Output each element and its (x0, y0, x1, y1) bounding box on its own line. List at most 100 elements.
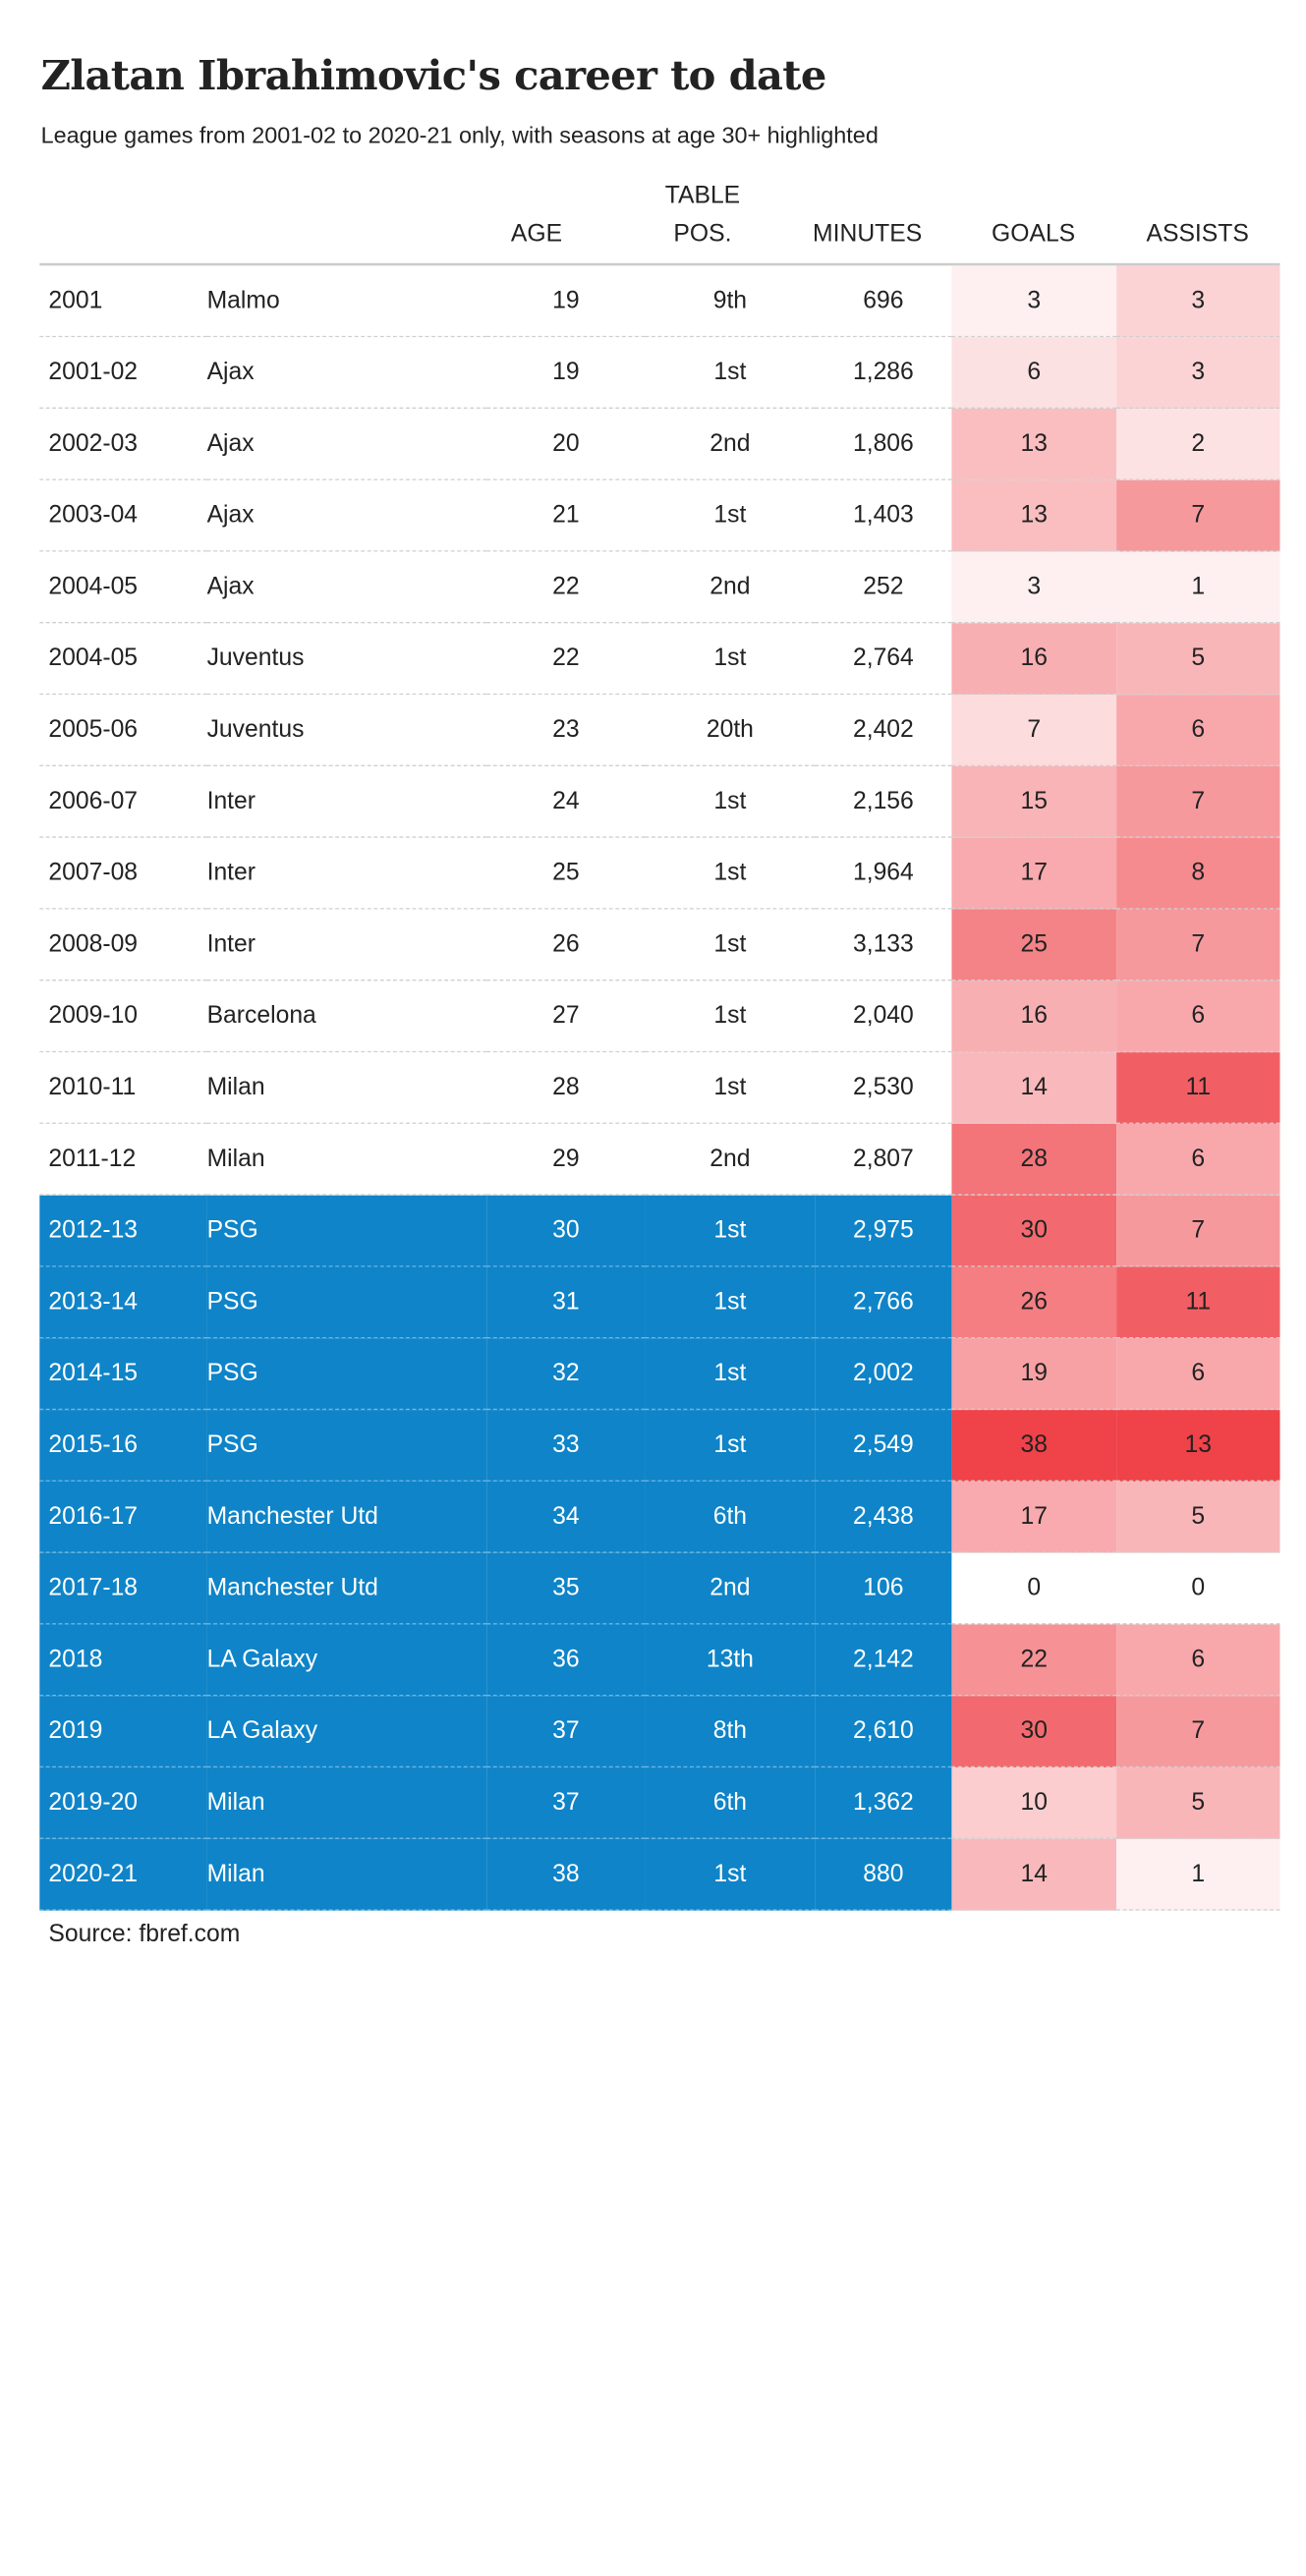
club-cell: Milan (206, 1123, 487, 1196)
source-note: Source: fbref.com (48, 1921, 241, 1948)
goals-cell: 14 (951, 1051, 1117, 1124)
goals-cell: 0 (951, 1552, 1117, 1625)
table-row: 2003-04 Ajax 21 1st 1,403 13 7 (39, 479, 1280, 552)
club-cell: Manchester Utd (206, 1481, 487, 1553)
minutes-cell: 2,040 (815, 980, 952, 1053)
assists-cell: 1 (1116, 550, 1280, 624)
career-table: 2001 Malmo 19 9th 696 3 3 2001-02 Ajax 19 1st 1,286… (39, 265, 1280, 1911)
goals-cell: 17 (951, 837, 1117, 910)
table-pos-cell: 1st (645, 908, 816, 981)
table-pos-cell: 6th (645, 1766, 816, 1839)
season-cell: 2002-03 (39, 408, 207, 480)
minutes-cell: 696 (815, 265, 952, 338)
assists-cell: 7 (1116, 479, 1280, 552)
table-pos-cell: 1st (645, 837, 816, 910)
assists-cell: 2 (1116, 408, 1280, 480)
table-pos-cell: 8th (645, 1695, 816, 1768)
header-assists: ASSISTS (1146, 220, 1249, 249)
table-pos-cell: 20th (645, 694, 816, 766)
table-row: 2001 Malmo 19 9th 696 3 3 (39, 265, 1280, 338)
assists-cell: 0 (1116, 1552, 1280, 1625)
age-cell: 38 (486, 1838, 646, 1911)
table-pos-cell: 1st (645, 1195, 816, 1267)
age-cell: 22 (486, 622, 646, 696)
assists-cell: 3 (1116, 265, 1280, 338)
assists-cell: 6 (1116, 1337, 1280, 1411)
goals-cell: 17 (951, 1481, 1117, 1553)
season-cell: 2005-06 (39, 694, 207, 766)
assists-cell: 7 (1116, 1195, 1280, 1267)
goals-cell: 38 (951, 1409, 1117, 1482)
table-row: 2007-08 Inter 25 1st 1,964 17 8 (39, 837, 1280, 910)
goals-cell: 7 (951, 694, 1117, 766)
assists-cell: 11 (1116, 1265, 1280, 1339)
season-cell: 2003-04 (39, 479, 207, 552)
goals-cell: 16 (951, 622, 1117, 696)
minutes-cell: 1,806 (815, 408, 952, 480)
club-cell: Ajax (206, 336, 487, 409)
age-cell: 30 (486, 1195, 646, 1267)
table-row: 2014-15 PSG 32 1st 2,002 19 6 (39, 1337, 1280, 1411)
table-pos-cell: 6th (645, 1481, 816, 1553)
goals-cell: 15 (951, 765, 1117, 838)
season-cell: 2004-05 (39, 622, 207, 696)
goals-cell: 10 (951, 1766, 1117, 1839)
club-cell: Inter (206, 908, 487, 981)
goals-cell: 3 (951, 265, 1117, 338)
table-pos-cell: 2nd (645, 408, 816, 480)
header-table-pos-line2: POS. (673, 220, 732, 249)
club-cell: Milan (206, 1838, 487, 1911)
assists-cell: 6 (1116, 694, 1280, 766)
assists-cell: 11 (1116, 1051, 1280, 1124)
assists-cell: 13 (1116, 1409, 1280, 1482)
assists-cell: 6 (1116, 980, 1280, 1053)
club-cell: Milan (206, 1051, 487, 1124)
season-cell: 2020-21 (39, 1838, 207, 1911)
season-cell: 2001-02 (39, 336, 207, 409)
header-goals: GOALS (992, 220, 1076, 249)
season-cell: 2012-13 (39, 1195, 207, 1267)
season-cell: 2004-05 (39, 550, 207, 624)
assists-cell: 6 (1116, 1623, 1280, 1697)
header-divider (39, 262, 1280, 266)
club-cell: LA Galaxy (206, 1695, 487, 1768)
age-cell: 37 (486, 1695, 646, 1768)
table-row: 2011-12 Milan 29 2nd 2,807 28 6 (39, 1123, 1280, 1196)
minutes-cell: 2,156 (815, 765, 952, 838)
season-cell: 2013-14 (39, 1265, 207, 1339)
minutes-cell: 252 (815, 550, 952, 624)
club-cell: PSG (206, 1265, 487, 1339)
season-cell: 2009-10 (39, 980, 207, 1053)
chart-title: Zlatan Ibrahimovic's career to date (40, 50, 827, 100)
header-age: AGE (510, 220, 563, 249)
club-cell: Milan (206, 1766, 487, 1839)
assists-cell: 8 (1116, 837, 1280, 910)
club-cell: Inter (206, 765, 487, 838)
header-table-pos-line1: TABLE (664, 182, 741, 210)
minutes-cell: 2,402 (815, 694, 952, 766)
club-cell: Juventus (206, 622, 487, 696)
minutes-cell: 2,142 (815, 1623, 952, 1697)
club-cell: LA Galaxy (206, 1623, 487, 1697)
table-row: 2019-20 Milan 37 6th 1,362 10 5 (39, 1766, 1280, 1839)
season-cell: 2015-16 (39, 1409, 207, 1482)
club-cell: Inter (206, 837, 487, 910)
goals-cell: 16 (951, 980, 1117, 1053)
age-cell: 26 (486, 908, 646, 981)
table-row: 2002-03 Ajax 20 2nd 1,806 13 2 (39, 408, 1280, 480)
assists-cell: 1 (1116, 1838, 1280, 1911)
table-pos-cell: 13th (645, 1623, 816, 1697)
assists-cell: 3 (1116, 336, 1280, 409)
table-row: 2012-13 PSG 30 1st 2,975 30 7 (39, 1195, 1280, 1267)
age-cell: 37 (486, 1766, 646, 1839)
table-row: 2019 LA Galaxy 37 8th 2,610 30 7 (39, 1695, 1280, 1768)
minutes-cell: 2,530 (815, 1051, 952, 1124)
season-cell: 2008-09 (39, 908, 207, 981)
age-cell: 20 (486, 408, 646, 480)
goals-cell: 28 (951, 1123, 1117, 1196)
minutes-cell: 1,362 (815, 1766, 952, 1839)
table-row: 2008-09 Inter 26 1st 3,133 25 7 (39, 908, 1280, 981)
table-pos-cell: 2nd (645, 1552, 816, 1625)
season-cell: 2018 (39, 1623, 207, 1697)
age-cell: 29 (486, 1123, 646, 1196)
